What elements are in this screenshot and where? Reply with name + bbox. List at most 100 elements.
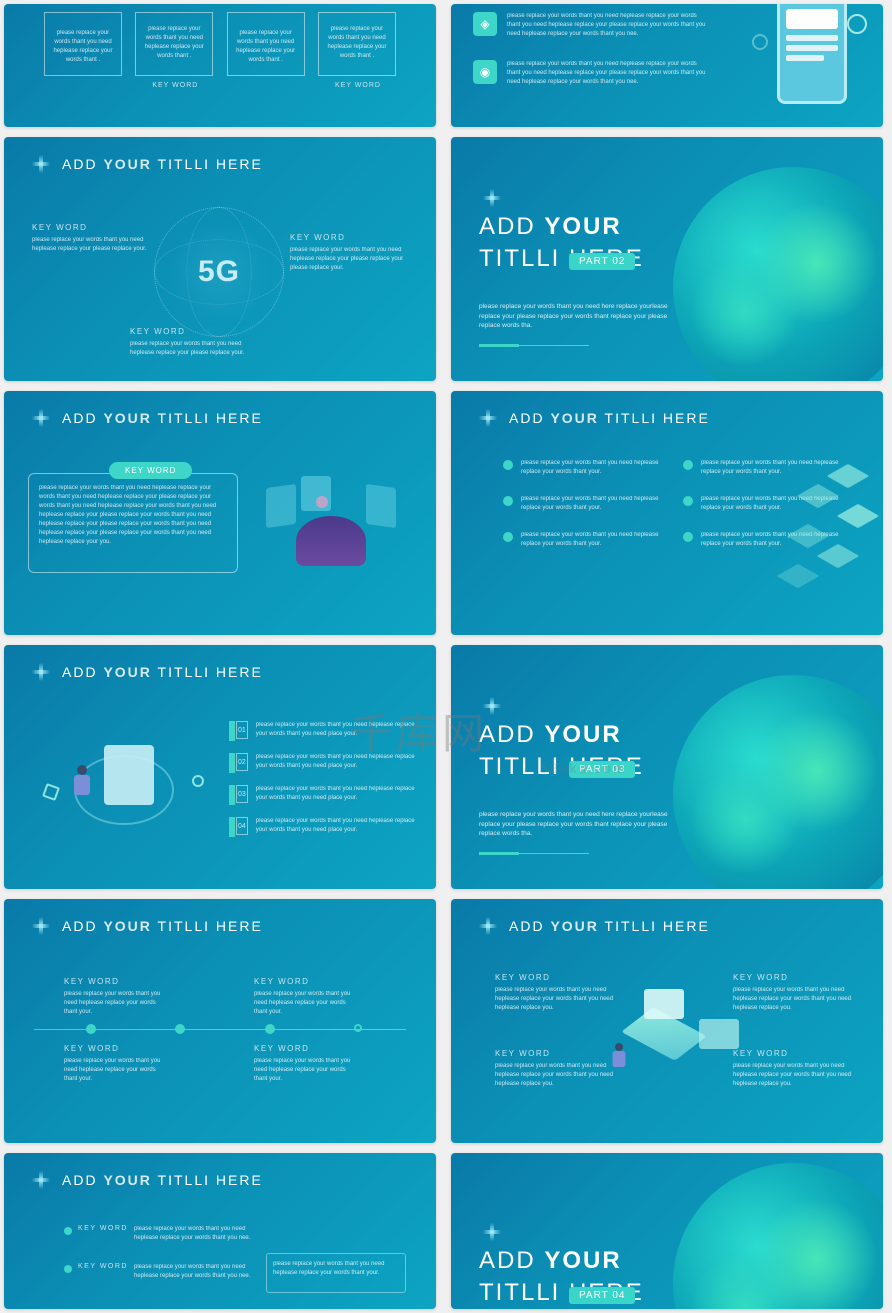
slide-3: ADD YOUR TITLLI HERE 5G KEY WORD please … bbox=[4, 137, 436, 381]
bullet-item: please replace your words thant you need… bbox=[521, 495, 671, 513]
timeline-line bbox=[34, 1029, 406, 1030]
keyword-text: please replace your words thant you need… bbox=[495, 1062, 615, 1089]
timeline-text: please replace your words thant you need… bbox=[64, 990, 164, 1017]
timeline-label: KEY WORD please replace your words thant… bbox=[64, 977, 164, 1017]
item-text: please replace your words thant you need… bbox=[256, 721, 416, 739]
keyword-block: KEY WORD please replace your words thant… bbox=[733, 1049, 853, 1089]
keyword-block: KEY WORD please replace your words thant… bbox=[495, 1049, 615, 1089]
slide-title: ADD YOUR TITLLI HERE bbox=[62, 664, 263, 680]
bullet-item: please replace your words thant you need… bbox=[521, 459, 671, 477]
numbered-list: 01please replace your words thant you ne… bbox=[236, 721, 416, 849]
feature-text: please replace your words thant you need… bbox=[507, 12, 707, 39]
slide-10: ADD YOUR TITLLI HERE KEY WORD please rep… bbox=[451, 899, 883, 1143]
keyword-label: KEY WORD bbox=[254, 977, 354, 986]
slide-1: KEY WORD please replace your words thant… bbox=[4, 4, 436, 127]
globe-graphic bbox=[673, 675, 883, 889]
slide-9: ADD YOUR TITLLI HERE KEY WORD please rep… bbox=[4, 899, 436, 1143]
timeline-node bbox=[354, 1024, 362, 1032]
slide-2: ◈ please replace your words thant you ne… bbox=[451, 4, 883, 127]
cube-decoration bbox=[703, 451, 883, 631]
keyword-label: KEY WORD bbox=[78, 1225, 128, 1232]
keyword-label: KEY WORD bbox=[64, 977, 164, 986]
item-number: 02 bbox=[236, 753, 248, 771]
list-item: 02 please replace your words thant you ne… bbox=[236, 753, 416, 771]
bullet-item: please replace your words thant you need… bbox=[521, 531, 671, 549]
keyword-text: please replace your words thant you need… bbox=[495, 986, 615, 1013]
globe-graphic bbox=[673, 1163, 883, 1309]
timeline-label: KEY WORD please replace your words thant… bbox=[64, 1044, 164, 1084]
bullet-text: please replace your words thant you need… bbox=[521, 531, 671, 549]
bullet-icon bbox=[503, 496, 513, 506]
sparkle-icon bbox=[479, 1219, 505, 1245]
keyword-text: please replace your words thant you need… bbox=[130, 340, 260, 358]
phone-illustration bbox=[777, 4, 847, 104]
timeline-text: please replace your words thant you need… bbox=[64, 1057, 164, 1084]
keyword-box: KEY WORD please replace your words thant… bbox=[227, 12, 305, 76]
part-badge: PART 04 bbox=[569, 1287, 635, 1304]
5g-graphic: 5G bbox=[154, 207, 284, 337]
item-text: please replace your words thant you need… bbox=[256, 817, 416, 835]
timeline-label: KEY WORD please replace your words thant… bbox=[254, 977, 354, 1017]
keyword-block: KEY WORD please replace your words thant… bbox=[290, 233, 420, 273]
list-item: 04 please replace your words thant you ne… bbox=[236, 817, 416, 835]
bullet-icon bbox=[503, 532, 513, 542]
bullet-item: KEY WORD please replace your words thant… bbox=[64, 1263, 264, 1281]
panel-text: please replace your words thant you need… bbox=[39, 484, 227, 547]
keyword-label: KEY WORD bbox=[495, 973, 615, 982]
slide-title: ADD YOUR TITLLI HERE bbox=[62, 410, 263, 426]
bullet-text: please replace your words thant you need… bbox=[134, 1225, 264, 1243]
slide-grid: KEY WORD please replace your words thant… bbox=[0, 0, 892, 1313]
globe-graphic bbox=[673, 167, 883, 381]
keyword-label: KEY WORD bbox=[254, 1044, 354, 1053]
keyword-label: KEY WORD bbox=[335, 82, 381, 89]
item-number: 04 bbox=[236, 817, 248, 835]
list-item: 01please replace your words thant you ne… bbox=[236, 721, 416, 739]
slide-title: ADD YOUR TITLLI HERE bbox=[509, 410, 710, 426]
item-text: please replace your words thant you need… bbox=[256, 785, 416, 803]
part-badge: PART 02 bbox=[569, 253, 635, 270]
slide-5: ADD YOUR TITLLI HERE KEY WORD please rep… bbox=[4, 391, 436, 635]
keyword-block: KEY WORD please replace your words thant… bbox=[733, 973, 853, 1013]
box-text: please replace your words thant you need… bbox=[142, 19, 206, 61]
info-text: please replace your words thant you need… bbox=[273, 1260, 399, 1278]
feature-text: please replace your words thant you need… bbox=[507, 60, 707, 87]
sparkle-icon bbox=[28, 659, 54, 685]
keyword-block: KEY WORD please replace your words thant… bbox=[495, 973, 615, 1013]
keyword-badge: KEY WORD bbox=[109, 462, 192, 479]
keyword-block: KEY WORD please replace your words thant… bbox=[32, 223, 162, 254]
feature-icon: ◈ bbox=[473, 12, 497, 36]
person-illustration bbox=[44, 725, 204, 865]
sparkle-icon bbox=[28, 405, 54, 431]
bullet-icon bbox=[64, 1227, 72, 1235]
keyword-text: please replace your words thant you need… bbox=[733, 1062, 853, 1089]
timeline-node bbox=[175, 1024, 185, 1034]
keyword-label: KEY WORD bbox=[130, 327, 260, 336]
slide-7: ADD YOUR TITLLI HERE 01please replace yo… bbox=[4, 645, 436, 889]
timeline-node bbox=[265, 1024, 275, 1034]
slide-title: ADD YOUR TITLLI HERE bbox=[62, 156, 263, 172]
slide-8-section: ADD YOUR TITLLI HERE PART 03 please repl… bbox=[451, 645, 883, 889]
slide-12-section: ADD YOUR TITLLI HERE PART 04 bbox=[451, 1153, 883, 1309]
sparkle-icon bbox=[479, 693, 505, 719]
keyword-label: KEY WORD bbox=[290, 233, 420, 242]
sparkle-icon bbox=[475, 405, 501, 431]
part-badge: PART 03 bbox=[569, 761, 635, 778]
slide-11: ADD YOUR TITLLI HERE KEY WORD please rep… bbox=[4, 1153, 436, 1309]
keyword-label: KEY WORD bbox=[78, 1263, 128, 1270]
box-text: please replace your words thant you need… bbox=[234, 19, 298, 65]
keyword-text: please replace your words thant you need… bbox=[733, 986, 853, 1013]
keyword-label: KEY WORD bbox=[244, 4, 290, 6]
timeline-text: please replace your words thant you need… bbox=[254, 1057, 354, 1084]
sparkle-icon bbox=[28, 151, 54, 177]
item-text: please replace your words thant you need… bbox=[256, 753, 416, 771]
timeline-node bbox=[86, 1024, 96, 1034]
keyword-box: please replace your words thant you need… bbox=[135, 12, 213, 76]
section-desc: please replace your words thant you need… bbox=[479, 302, 683, 331]
slide-4-section: ADD YOUR TITLLI HERE PART 02 please repl… bbox=[451, 137, 883, 381]
dashboard-illustration bbox=[256, 476, 406, 586]
keyword-box: KEY WORD please replace your words thant… bbox=[44, 12, 122, 76]
keyword-label: KEY WORD bbox=[152, 82, 198, 89]
keyword-block: KEY WORD please replace your words thant… bbox=[130, 327, 260, 358]
slide-6: ADD YOUR TITLLI HERE please replace your… bbox=[451, 391, 883, 635]
timeline-text: please replace your words thant you need… bbox=[254, 990, 354, 1017]
